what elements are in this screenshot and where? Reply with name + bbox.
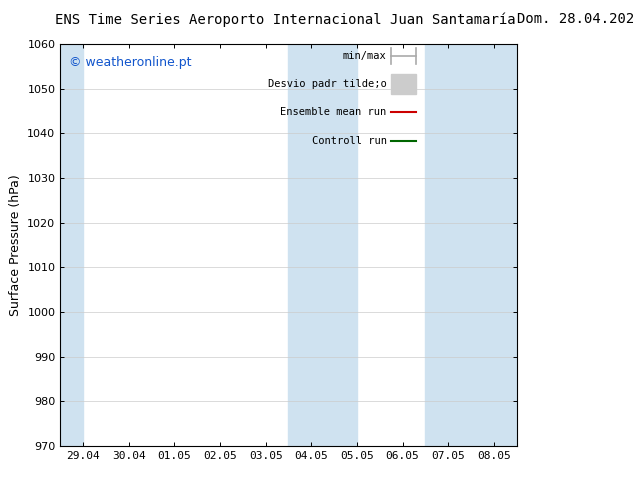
Bar [60, 44, 83, 446]
Text: ENS Time Series Aeroporto Internacional Juan Santamaría: ENS Time Series Aeroporto Internacional … [55, 12, 515, 27]
Bar [288, 44, 357, 446]
Text: min/max: min/max [343, 51, 387, 61]
Bar [425, 44, 517, 446]
Y-axis label: Surface Pressure (hPa): Surface Pressure (hPa) [9, 174, 22, 316]
Text: Desvio padr tilde;o: Desvio padr tilde;o [268, 79, 387, 89]
Text: © weatheronline.pt: © weatheronline.pt [69, 56, 192, 69]
Bar [391, 74, 417, 95]
Text: Ensemble mean run: Ensemble mean run [280, 107, 387, 118]
Text: Controll run: Controll run [312, 136, 387, 146]
Text: Dom. 28.04.2024 15 UTC: Dom. 28.04.2024 15 UTC [517, 12, 634, 26]
